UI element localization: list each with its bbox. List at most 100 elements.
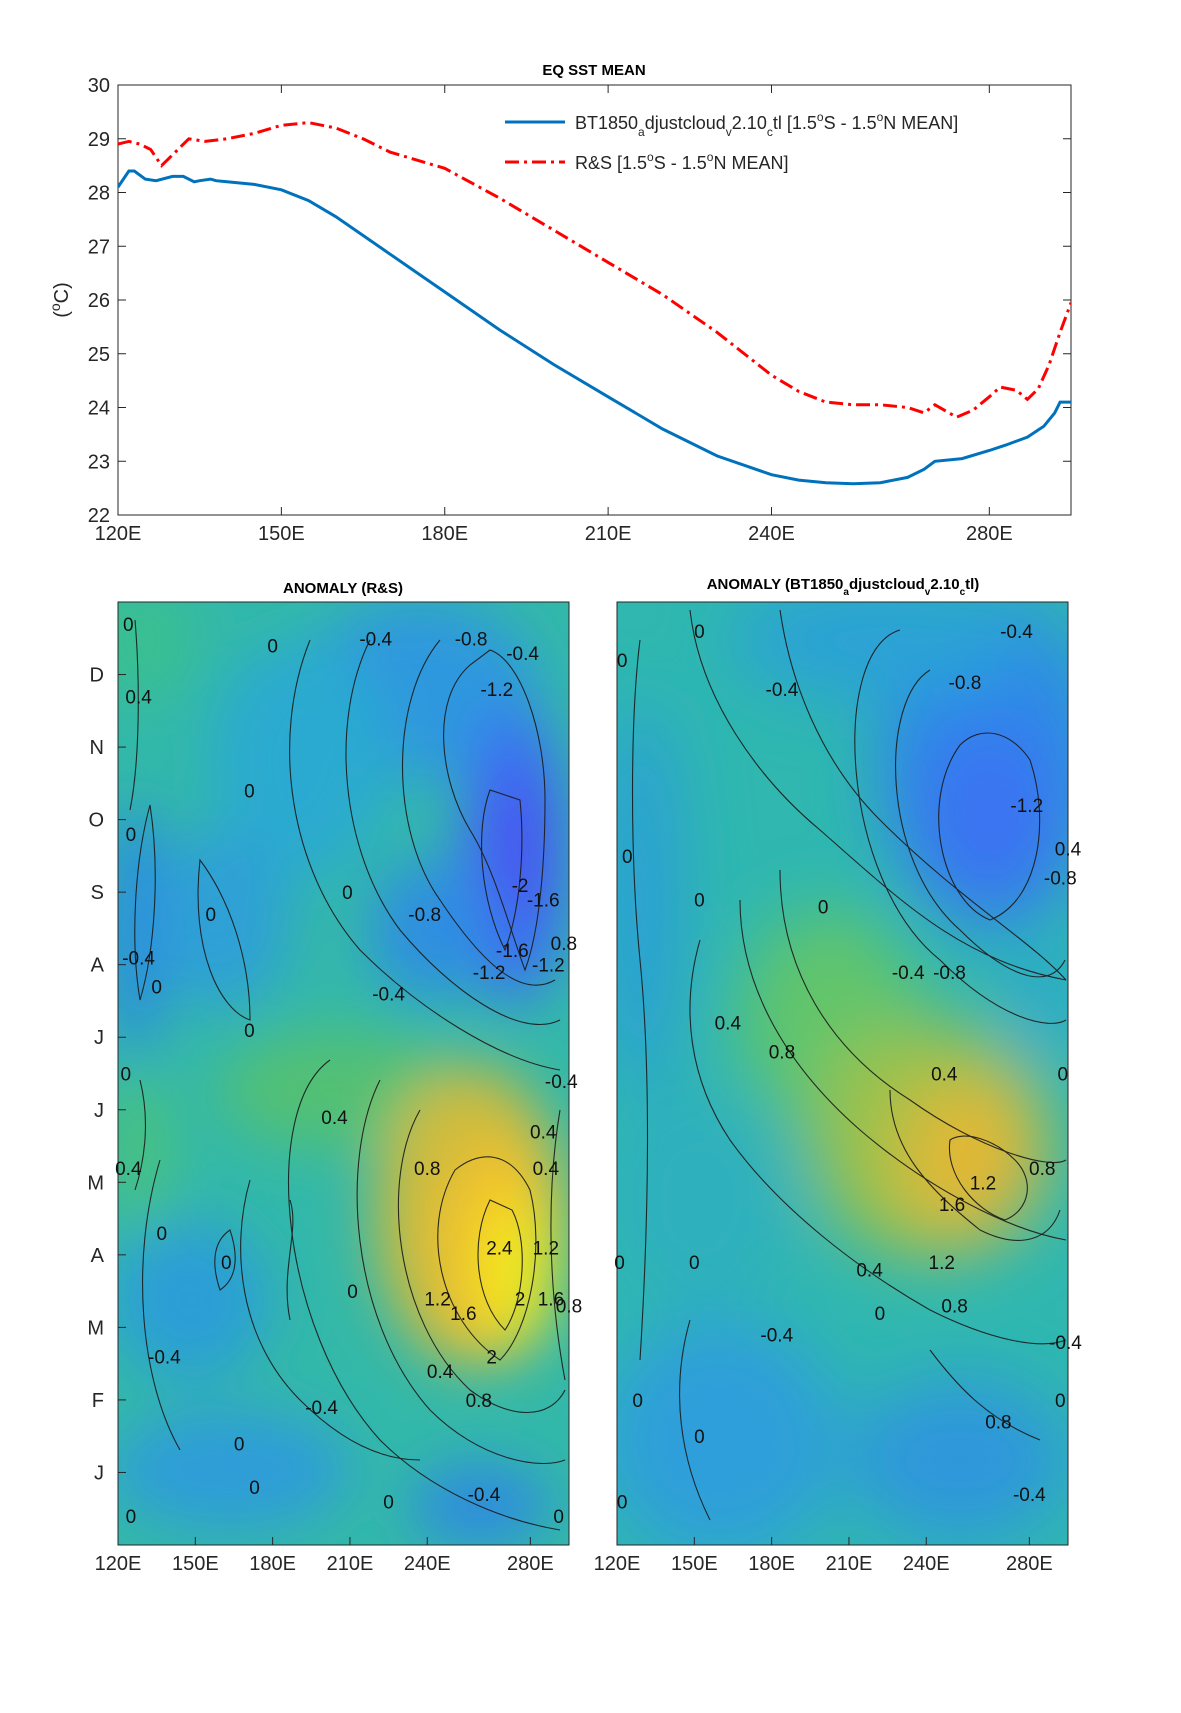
series-line-rs (118, 121, 1071, 419)
contour-label: 0 (120, 1065, 131, 1086)
contour-label: -0.4 (892, 963, 925, 984)
anomaly-rs-field (118, 602, 569, 1545)
y-tick-label: 25 (88, 344, 110, 366)
contour-label: 0 (267, 637, 278, 658)
line-chart-ylabel: (oC) (47, 282, 73, 318)
contour-label: 0.4 (533, 1159, 560, 1180)
y-tick-label: 23 (88, 451, 110, 473)
contour-label: -0.4 (760, 1326, 793, 1347)
anomaly-rs-panel: ANOMALY (R&S) (87, 580, 582, 1575)
contour-label: 0.4 (931, 1065, 958, 1086)
y-tick-label: 24 (88, 398, 110, 420)
month-tick-label: D (90, 665, 104, 687)
contour-label: 2 (486, 1347, 497, 1368)
contour-label: 1.2 (970, 1173, 996, 1194)
contour-label: 0.8 (414, 1159, 440, 1180)
month-tick-label: J (94, 1462, 104, 1484)
contour-label: 1.2 (929, 1253, 955, 1274)
contour-label: 0.4 (115, 1159, 142, 1180)
contour-label: 0 (1055, 1391, 1066, 1412)
contour-label: 0.8 (1029, 1159, 1055, 1180)
x-tick-label: 180E (748, 1553, 795, 1575)
contour-label: 1.6 (538, 1289, 564, 1310)
contour-label: -0.4 (359, 629, 392, 650)
y-tick-label: 30 (88, 75, 110, 97)
x-tick-label: 210E (826, 1553, 873, 1575)
contour-label: 2 (515, 1289, 526, 1310)
contour-label: -1.2 (480, 680, 513, 701)
x-tick-label: 180E (421, 523, 468, 545)
anomaly-rs-contour-labels: 0 0 -0.4 -0.8 -0.4 0.4 -1.2 0 0 -0.4 0 0 0 -0.8 -0.4 0 -… (115, 615, 582, 1528)
contour-label: 0 (244, 1021, 255, 1042)
contour-label: -0.8 (949, 673, 982, 694)
month-tick-label: A (91, 955, 105, 977)
contour-label: 0.8 (985, 1413, 1011, 1434)
contour-label: 0 (123, 615, 134, 636)
contour-label: -0.4 (1049, 1333, 1082, 1354)
contour-label: 0 (205, 905, 216, 926)
anomaly-rs-title: ANOMALY (R&S) (283, 580, 403, 597)
line-chart-title: EQ SST MEAN (542, 62, 645, 79)
contour-label: 0.4 (715, 1014, 742, 1035)
contour-label: 0.4 (427, 1362, 454, 1383)
anomaly-model-field (617, 602, 1068, 1545)
y-tick-label: 22 (88, 505, 110, 527)
contour-label: 0 (342, 883, 353, 904)
contour-label: 0 (614, 1253, 625, 1274)
x-tick-label: 180E (249, 1553, 296, 1575)
month-tick-label: A (91, 1245, 105, 1267)
contour-label: 0.4 (321, 1108, 348, 1129)
x-tick-label: 150E (258, 523, 305, 545)
x-tick-label: 120E (95, 523, 142, 545)
contour-label: 2.4 (486, 1239, 513, 1260)
contour-label: 0 (157, 1224, 168, 1245)
contour-label: 0 (818, 898, 829, 919)
month-tick-label: M (87, 1172, 104, 1194)
contour-label: -0.4 (122, 948, 155, 969)
x-tick-label: 240E (404, 1553, 451, 1575)
series-line-model (118, 169, 1071, 486)
x-tick-label: 120E (594, 1553, 641, 1575)
contour-label: -1.2 (473, 963, 506, 984)
x-tick-label: 150E (172, 1553, 219, 1575)
y-tick-label: 27 (88, 236, 110, 258)
anomaly-model-panel: ANOMALY (BT1850adjustcloudv2.10ctl) (594, 576, 1083, 1575)
contour-label: 0.8 (466, 1391, 492, 1412)
month-tick-label: F (92, 1390, 104, 1412)
contour-label: 0.8 (551, 934, 577, 955)
contour-label: 0 (632, 1391, 643, 1412)
x-tick-label: 240E (748, 523, 795, 545)
contour-label: 0 (617, 1492, 628, 1513)
contour-label: 0 (553, 1507, 564, 1528)
contour-label: 1.6 (450, 1304, 476, 1325)
contour-label: -0.8 (408, 905, 441, 926)
contour-label: -0.8 (455, 629, 488, 650)
contour-label: 0 (126, 825, 137, 846)
contour-label: -0.4 (305, 1398, 338, 1419)
contour-label: 0 (694, 890, 705, 911)
contour-label: 0.8 (941, 1297, 967, 1318)
anomaly-rs-month-ticks: J F M A M J J A S O N D (87, 665, 126, 1484)
contour-label: -1.2 (532, 956, 565, 977)
contour-label: 0 (617, 651, 628, 672)
anomaly-model-x-ticks: 120E 150E 180E 210E 240E 280E (594, 1537, 1053, 1575)
line-y-ticks: 22 23 24 25 26 27 28 29 30 (88, 75, 1071, 527)
month-tick-label: M (87, 1317, 104, 1339)
month-tick-label: J (94, 1027, 104, 1049)
anomaly-rs-frame (117, 601, 570, 1546)
x-tick-label: 280E (966, 523, 1013, 545)
contour-label: -0.8 (933, 963, 966, 984)
contour-label: -1.6 (527, 890, 560, 911)
contour-label: -0.4 (506, 644, 539, 665)
contour-label: 0 (221, 1253, 232, 1274)
contour-label: 1.2 (424, 1289, 450, 1310)
contour-label: 0.4 (856, 1260, 883, 1281)
contour-label: 0.4 (530, 1123, 557, 1144)
contour-label: -0.4 (545, 1072, 578, 1093)
sst-mean-chart: EQ SST MEAN (oC) 22 23 24 25 26 27 28 29 30 120E… (47, 62, 1072, 545)
x-tick-label: 150E (671, 1553, 718, 1575)
contour-label: 0 (234, 1434, 245, 1455)
contour-label: 0 (694, 1427, 705, 1448)
y-tick-label: 29 (88, 129, 110, 151)
